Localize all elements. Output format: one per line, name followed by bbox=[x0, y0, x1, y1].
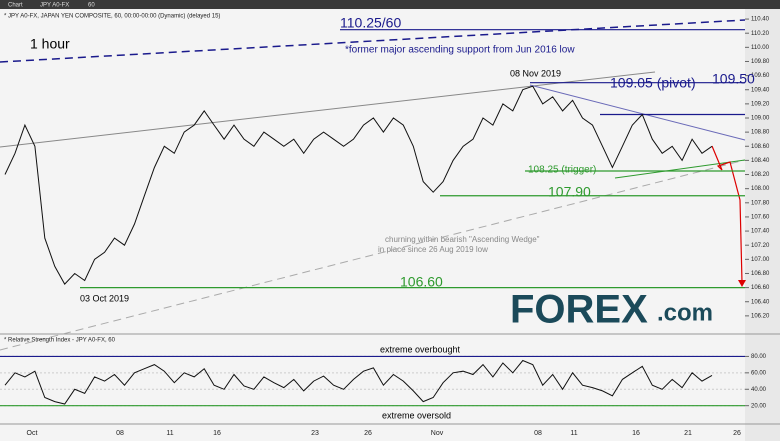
x-tick-label: 11 bbox=[166, 430, 173, 437]
projection-arrow bbox=[738, 280, 746, 287]
y-tick-label: 107.40 bbox=[751, 229, 770, 235]
y-tick-label: 109.80 bbox=[751, 59, 770, 65]
annotation: churning within bearish "Ascending Wedge… bbox=[385, 235, 540, 244]
wedge-lower bbox=[0, 159, 746, 351]
y-tick-label: 106.40 bbox=[751, 299, 770, 305]
y-tick-label: 110.40 bbox=[751, 17, 770, 23]
annotation: in place since 26 Aug 2019 low bbox=[378, 245, 488, 254]
panel-title: * Relative Strength Index - JPY A0-FX, 6… bbox=[4, 338, 116, 344]
level-label: 106.60 bbox=[400, 274, 443, 290]
level-label: extreme oversold bbox=[382, 410, 451, 420]
price-line bbox=[4, 85, 713, 285]
level-label: extreme overbought bbox=[380, 344, 461, 354]
y-tick-label: 108.40 bbox=[751, 158, 770, 164]
level-label: 109.05 (pivot) bbox=[610, 75, 696, 91]
y-tick-label: 110.00 bbox=[751, 45, 770, 51]
toolbar bbox=[0, 0, 780, 9]
x-tick-label: 16 bbox=[213, 430, 221, 437]
y-tick-label: 109.60 bbox=[751, 73, 770, 79]
x-tick-label: 26 bbox=[733, 430, 741, 437]
x-tick-label: 23 bbox=[311, 430, 319, 437]
y-tick-label: 20.00 bbox=[751, 403, 767, 409]
y-tick-label: 109.00 bbox=[751, 116, 770, 122]
subtitle: * JPY A0-FX, JAPAN YEN COMPOSITE, 60, 00… bbox=[4, 14, 220, 20]
y-tick-label: 106.60 bbox=[751, 285, 770, 291]
y-tick-label: 40.00 bbox=[751, 387, 767, 393]
level-label: 110.25/60 bbox=[340, 15, 401, 31]
x-tick-label: Oct bbox=[27, 430, 38, 437]
y-tick-label: 109.20 bbox=[751, 101, 770, 107]
logo: FOREX bbox=[510, 288, 648, 332]
symbol[interactable]: JPY A0-FX bbox=[40, 3, 69, 9]
x-tick-label: 21 bbox=[684, 430, 692, 437]
y-tick-label: 107.00 bbox=[751, 257, 770, 263]
chart-title: 1 hour bbox=[30, 36, 70, 52]
annotation: *former major ascending support from Jun… bbox=[345, 45, 575, 56]
price-line bbox=[4, 359, 713, 405]
y-tick-label: 106.20 bbox=[751, 313, 770, 319]
rising-trendline bbox=[614, 159, 746, 179]
y-tick-label: 108.00 bbox=[751, 186, 770, 192]
former-support bbox=[0, 19, 746, 63]
y-tick-label: 108.80 bbox=[751, 130, 770, 136]
x-tick-label: 08 bbox=[534, 430, 542, 437]
y-tick-label: 108.60 bbox=[751, 144, 770, 150]
level-label: 109.50 bbox=[712, 71, 755, 87]
wedge-upper bbox=[0, 71, 656, 148]
y-tick-label: 60.00 bbox=[751, 370, 767, 376]
y-tick-label: 110.20 bbox=[751, 31, 770, 37]
level-label: 107.90 bbox=[548, 184, 591, 200]
x-tick-label: Nov bbox=[431, 430, 444, 437]
level-label: 108.25 (trigger) bbox=[528, 165, 596, 176]
annotation: 03 Oct 2019 bbox=[80, 293, 129, 303]
interval[interactable]: 60 bbox=[88, 3, 95, 9]
x-tick-label: 16 bbox=[632, 430, 640, 437]
y-tick-label: 107.20 bbox=[751, 243, 770, 249]
logo-suffix: .com bbox=[657, 299, 713, 326]
y-tick-label: 106.80 bbox=[751, 271, 770, 277]
x-tick-label: 26 bbox=[364, 430, 372, 437]
y-tick-label: 109.40 bbox=[751, 87, 770, 93]
y-tick-label: 108.20 bbox=[751, 172, 770, 178]
falling-trendline bbox=[529, 84, 746, 141]
price-axis bbox=[745, 9, 780, 441]
x-tick-label: 08 bbox=[116, 430, 124, 437]
y-tick-label: 80.00 bbox=[751, 354, 767, 360]
toolbar-label: Chart bbox=[8, 3, 23, 9]
y-tick-label: 107.60 bbox=[751, 215, 770, 221]
annotation: 08 Nov 2019 bbox=[510, 68, 561, 78]
projection bbox=[711, 145, 743, 283]
x-tick-label: 11 bbox=[570, 430, 577, 437]
y-tick-label: 107.80 bbox=[751, 200, 770, 206]
